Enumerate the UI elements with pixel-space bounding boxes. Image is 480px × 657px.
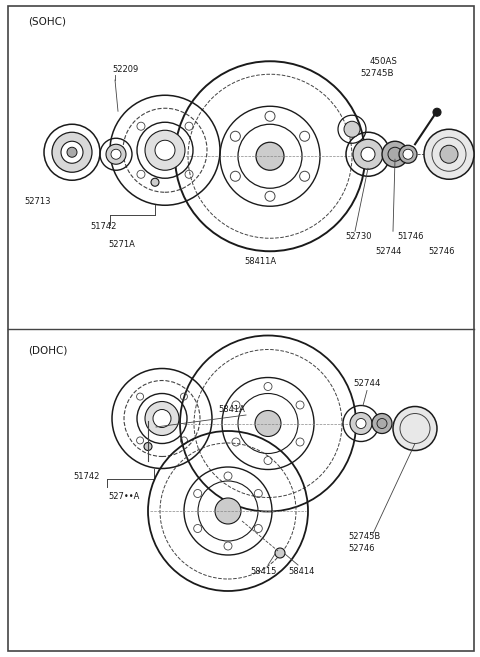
Text: 527••A: 527••A — [108, 492, 139, 501]
Circle shape — [353, 139, 383, 170]
Text: 52746: 52746 — [428, 247, 455, 256]
Circle shape — [388, 147, 402, 161]
Circle shape — [399, 145, 417, 163]
Circle shape — [106, 145, 126, 164]
Circle shape — [61, 141, 83, 163]
Circle shape — [433, 108, 441, 116]
Circle shape — [256, 143, 284, 170]
Circle shape — [215, 498, 241, 524]
Text: (SOHC): (SOHC) — [28, 17, 66, 27]
Text: 58414: 58414 — [288, 566, 314, 576]
Circle shape — [151, 178, 159, 186]
Text: (DOHC): (DOHC) — [28, 346, 67, 355]
Circle shape — [344, 122, 360, 137]
Circle shape — [67, 147, 77, 157]
Circle shape — [356, 419, 366, 428]
Text: 52730: 52730 — [345, 232, 372, 240]
Text: 52209: 52209 — [112, 66, 138, 74]
Text: 52745B: 52745B — [348, 532, 380, 541]
Text: 450AS: 450AS — [370, 58, 398, 66]
Circle shape — [372, 413, 392, 434]
Circle shape — [424, 129, 474, 179]
Text: 52713: 52713 — [25, 196, 51, 206]
Circle shape — [361, 147, 375, 161]
Circle shape — [111, 149, 121, 159]
Circle shape — [403, 149, 413, 159]
Text: 51742: 51742 — [73, 472, 99, 481]
Circle shape — [275, 548, 285, 558]
Circle shape — [145, 401, 179, 436]
Circle shape — [377, 419, 387, 428]
Circle shape — [52, 132, 92, 172]
Text: 5841A: 5841A — [218, 405, 245, 413]
Text: 58411A: 58411A — [244, 257, 276, 265]
Circle shape — [393, 407, 437, 451]
Text: 52744: 52744 — [375, 247, 401, 256]
Circle shape — [145, 130, 185, 170]
Circle shape — [440, 145, 458, 163]
Text: 5271A: 5271A — [108, 240, 135, 249]
Text: 52744: 52744 — [353, 379, 381, 388]
Circle shape — [382, 141, 408, 168]
Text: 58415: 58415 — [250, 566, 276, 576]
Text: 52745B: 52745B — [360, 70, 394, 78]
Text: 51742: 51742 — [90, 222, 116, 231]
Text: 51746: 51746 — [397, 232, 423, 240]
Circle shape — [255, 411, 281, 436]
Circle shape — [350, 413, 372, 434]
Circle shape — [144, 443, 152, 451]
Text: 52746: 52746 — [348, 544, 374, 553]
Circle shape — [155, 140, 175, 160]
Circle shape — [153, 409, 171, 428]
